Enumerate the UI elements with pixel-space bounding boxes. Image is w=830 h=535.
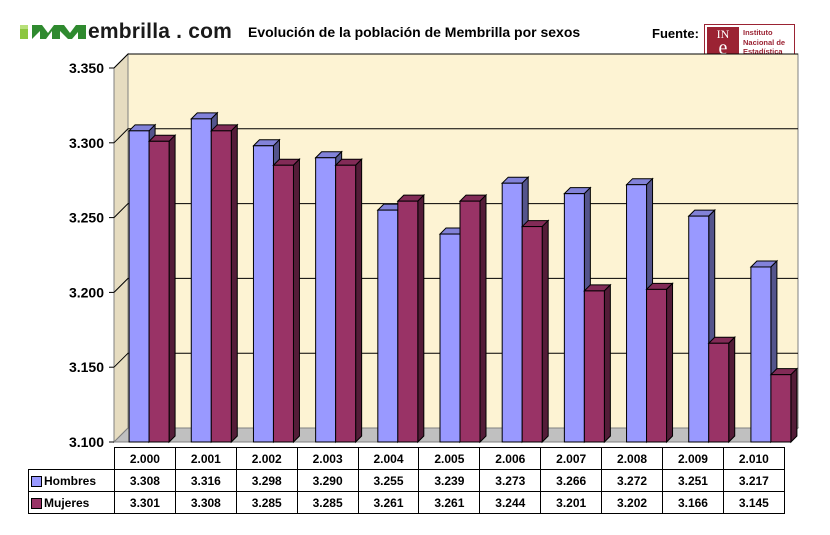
bar	[128, 130, 150, 443]
y-tick-label: 3.150	[69, 359, 104, 375]
table-year-header: 2.009	[662, 447, 724, 470]
table-year-header: 2.006	[479, 447, 542, 470]
bar-side	[292, 158, 300, 444]
table-year-header: 2.003	[296, 447, 359, 470]
table-cell-value: 3.217	[722, 469, 785, 492]
table-year-header: 2.000	[114, 447, 176, 470]
table-cell-value: 3.261	[357, 491, 420, 514]
plot-side-wall	[113, 52, 129, 444]
data-table: 2.000 2.001 2.002 2.003 2.004 2.005 2.006 2.007…	[28, 447, 785, 514]
bar-side	[541, 219, 549, 444]
bar	[210, 130, 232, 443]
bar-side	[666, 282, 674, 444]
bar	[397, 200, 419, 443]
bar	[688, 215, 710, 443]
table-cell-value: 3.202	[601, 491, 664, 514]
ine-name-line2: Nacional de	[743, 37, 786, 47]
table-cell-value: 3.298	[235, 469, 298, 492]
bar	[252, 145, 274, 443]
ine-name-line1: Instituto	[743, 28, 773, 37]
bar	[521, 226, 543, 443]
table-year-header: 2.001	[174, 447, 237, 470]
bar-side	[230, 123, 238, 444]
table-cell-value: 3.290	[296, 469, 359, 492]
y-tick-label: 3.300	[69, 135, 104, 151]
ine-name-line3: Estadística	[743, 47, 783, 56]
bar-side	[479, 193, 487, 444]
table-cell-value: 3.261	[418, 491, 481, 514]
table-year-header: 2.010	[722, 447, 785, 470]
bar	[439, 233, 461, 443]
bar	[459, 200, 481, 443]
table-cell-value: 3.308	[174, 491, 237, 514]
series-name: Mujeres	[44, 495, 90, 510]
series-name: Hombres	[44, 473, 97, 488]
bar	[626, 184, 648, 443]
chart-title: Evolución de la población de Membrilla p…	[248, 24, 581, 40]
bar	[148, 140, 170, 443]
bar-side	[168, 134, 176, 444]
bar-side	[355, 158, 363, 444]
bar-side	[417, 193, 425, 444]
logo-text: embrilla . com	[88, 20, 233, 43]
table-cell-value: 3.316	[174, 469, 237, 492]
bar-side	[728, 336, 736, 444]
table-year-header: 2.007	[540, 447, 603, 470]
bar	[272, 164, 294, 443]
table-cell-value: 3.145	[722, 491, 785, 514]
bar	[563, 193, 585, 443]
table-cell-value: 3.251	[662, 469, 724, 492]
membrilla-logo: embrilla . com	[20, 18, 232, 46]
ine-name: Instituto Nacional de Estadística	[743, 28, 785, 57]
y-tick-label: 3.200	[69, 284, 104, 300]
bar	[190, 118, 212, 443]
bar	[335, 164, 357, 443]
membrilla-logo-icon	[20, 25, 86, 39]
table-cell-value: 3.285	[235, 491, 298, 514]
table-cell-value: 3.273	[479, 469, 542, 492]
bar	[646, 288, 668, 443]
source-label: Fuente:	[652, 26, 699, 41]
table-corner	[28, 447, 115, 470]
ine-logo-letter: e	[718, 37, 728, 59]
bar	[501, 182, 523, 443]
table-cell-value: 3.255	[357, 469, 420, 492]
table-cell-value: 3.285	[296, 491, 359, 514]
bar	[315, 157, 337, 443]
legend-swatch	[31, 475, 42, 487]
table-cell-value: 3.201	[540, 491, 603, 514]
legend-swatch	[31, 497, 42, 509]
bar-chart: 3.100 3.150 3.200 3.250 3.300 3.350	[69, 52, 800, 450]
ine-logo-top: IN	[716, 27, 730, 41]
table-cell-value: 3.272	[601, 469, 664, 492]
series-legend: Hombres	[28, 469, 115, 492]
bar	[377, 209, 399, 443]
gridline	[113, 53, 798, 69]
table-cell-value: 3.266	[540, 469, 603, 492]
table-cell-value: 3.166	[662, 491, 724, 514]
y-tick-label: 3.350	[69, 60, 104, 76]
table-cell-value: 3.301	[114, 491, 176, 514]
table-year-header: 2.002	[235, 447, 298, 470]
table-row: Mujeres 3.301 3.308 3.285 3.285 3.261 3.261 3.2…	[28, 491, 785, 514]
table-cell-value: 3.308	[114, 469, 176, 492]
table-row: Hombres 3.308 3.316 3.298 3.290 3.255 3.239 3.2…	[28, 469, 785, 492]
table-year-header: 2.005	[418, 447, 481, 470]
table-cell-value: 3.239	[418, 469, 481, 492]
gridline	[113, 128, 798, 144]
table-cell-value: 3.244	[479, 491, 542, 514]
table-year-header: 2.004	[357, 447, 420, 470]
bar	[750, 266, 772, 443]
table-header-row: 2.000 2.001 2.002 2.003 2.004 2.005 2.006 2.007…	[28, 447, 785, 470]
bar	[708, 342, 730, 443]
bar-side	[790, 367, 798, 444]
bar	[770, 374, 792, 443]
bar	[583, 290, 605, 443]
table-year-header: 2.008	[601, 447, 664, 470]
bar-side	[603, 283, 611, 444]
y-tick-label: 3.100	[69, 434, 104, 450]
series-legend: Mujeres	[28, 491, 115, 514]
y-tick-label: 3.250	[69, 210, 104, 226]
